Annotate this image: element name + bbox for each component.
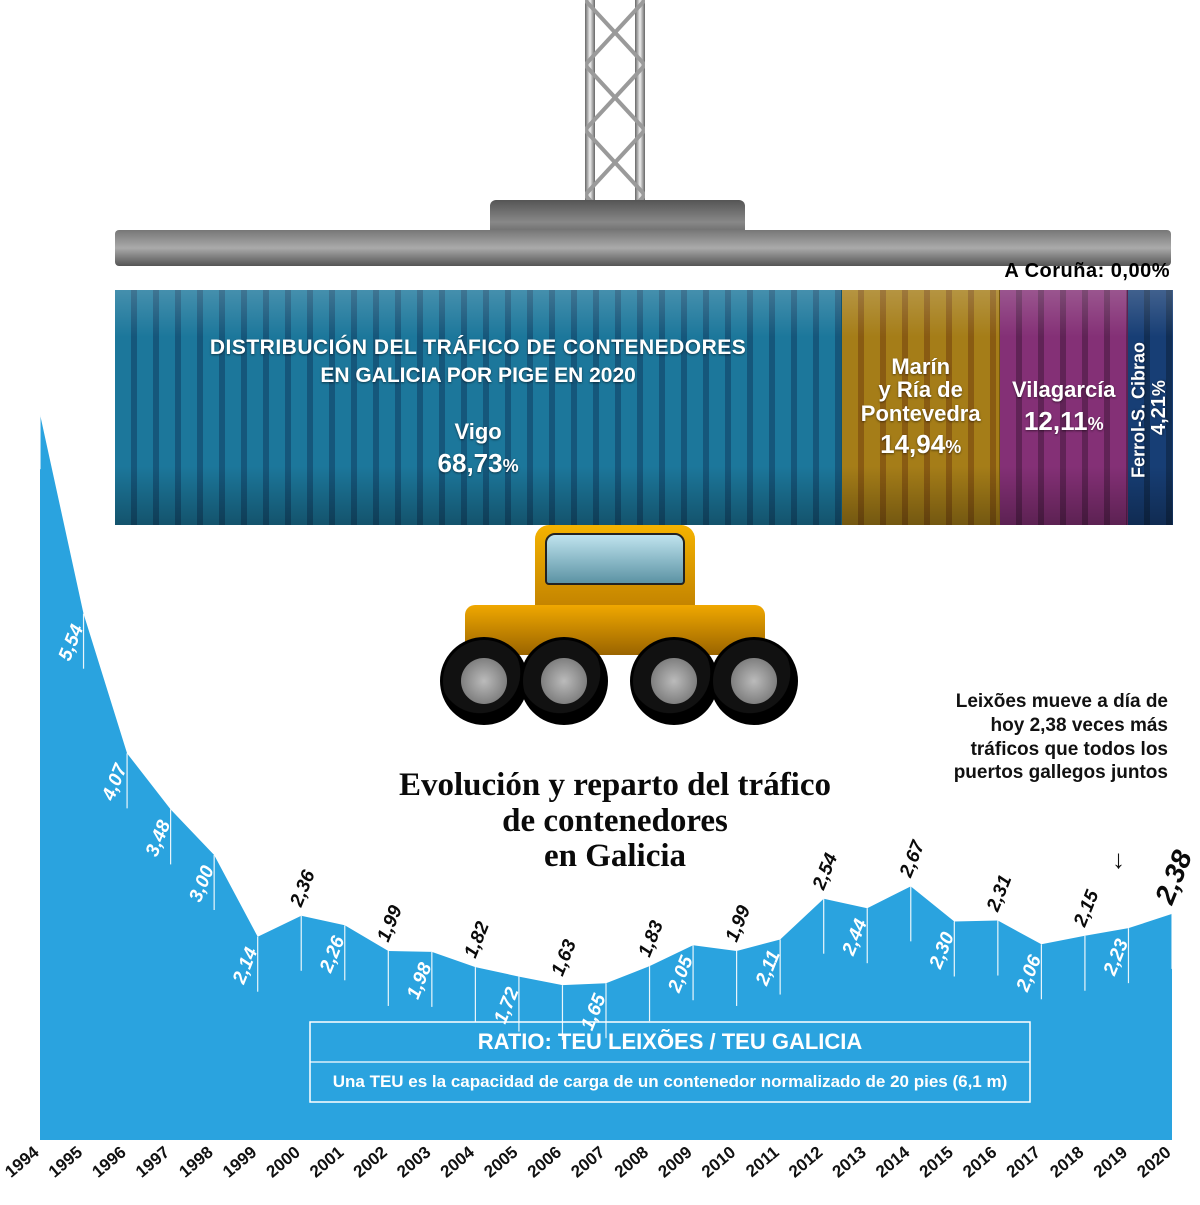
x-axis-label: 1998 — [176, 1143, 217, 1182]
x-axis-label: 2011 — [742, 1143, 782, 1181]
ratio-subtitle: Una TEU es la capacidad de carga de un c… — [333, 1072, 1008, 1091]
x-axis-label: 2004 — [437, 1142, 479, 1181]
x-axis-label: 1997 — [132, 1143, 173, 1182]
value-label: 1,63 — [548, 936, 581, 979]
value-label: 2,36 — [286, 867, 320, 910]
x-axis-label: 2015 — [916, 1143, 957, 1182]
value-label: 1,99 — [373, 902, 406, 945]
x-axis-label: 2020 — [1133, 1143, 1174, 1182]
value-label: 2,31 — [983, 872, 1017, 915]
x-axis-label: 2019 — [1090, 1143, 1131, 1182]
x-axis-label: 2002 — [350, 1143, 391, 1182]
ratio-title: RATIO: TEU LEIXÕES / TEU GALICIA — [478, 1029, 863, 1054]
value-label: 2,54 — [808, 850, 842, 893]
x-axis-label: 2001 — [306, 1143, 347, 1182]
x-axis-label: 2012 — [785, 1143, 826, 1182]
x-axis-label: 2000 — [263, 1143, 304, 1182]
x-axis-label: 2009 — [654, 1143, 695, 1182]
value-label: 1,99 — [722, 902, 755, 945]
value-label: 7,64 — [3, 420, 46, 473]
x-axis-label: 2014 — [872, 1142, 914, 1181]
x-axis-label: 2005 — [480, 1143, 521, 1182]
value-label: 1,83 — [635, 917, 668, 960]
value-label: 1,82 — [461, 918, 494, 961]
x-axis-label: 1995 — [45, 1143, 86, 1182]
x-axis-label: 2003 — [393, 1143, 434, 1182]
value-label: 2,67 — [896, 837, 930, 881]
x-axis-label: 1996 — [88, 1143, 129, 1182]
x-axis-label: 2007 — [567, 1143, 608, 1182]
ratio-area-chart: 7,645,544,073,483,002,142,362,261,991,98… — [0, 350, 1200, 1205]
value-label: 2,38 — [1148, 846, 1198, 909]
x-axis-label: 2008 — [611, 1143, 652, 1182]
a-coruna-label: A Coruña: 0,00% — [1004, 260, 1170, 283]
x-axis-label: 2010 — [698, 1143, 739, 1182]
x-axis-label: 1994 — [1, 1142, 43, 1181]
x-axis-label: 2018 — [1046, 1143, 1087, 1182]
value-label: 2,15 — [1070, 887, 1104, 930]
x-axis-label: 1999 — [219, 1143, 260, 1182]
x-axis-label: 2016 — [959, 1143, 1000, 1182]
x-axis-label: 2006 — [524, 1143, 565, 1182]
x-axis-label: 2017 — [1003, 1143, 1044, 1182]
x-axis-label: 2013 — [829, 1143, 870, 1182]
